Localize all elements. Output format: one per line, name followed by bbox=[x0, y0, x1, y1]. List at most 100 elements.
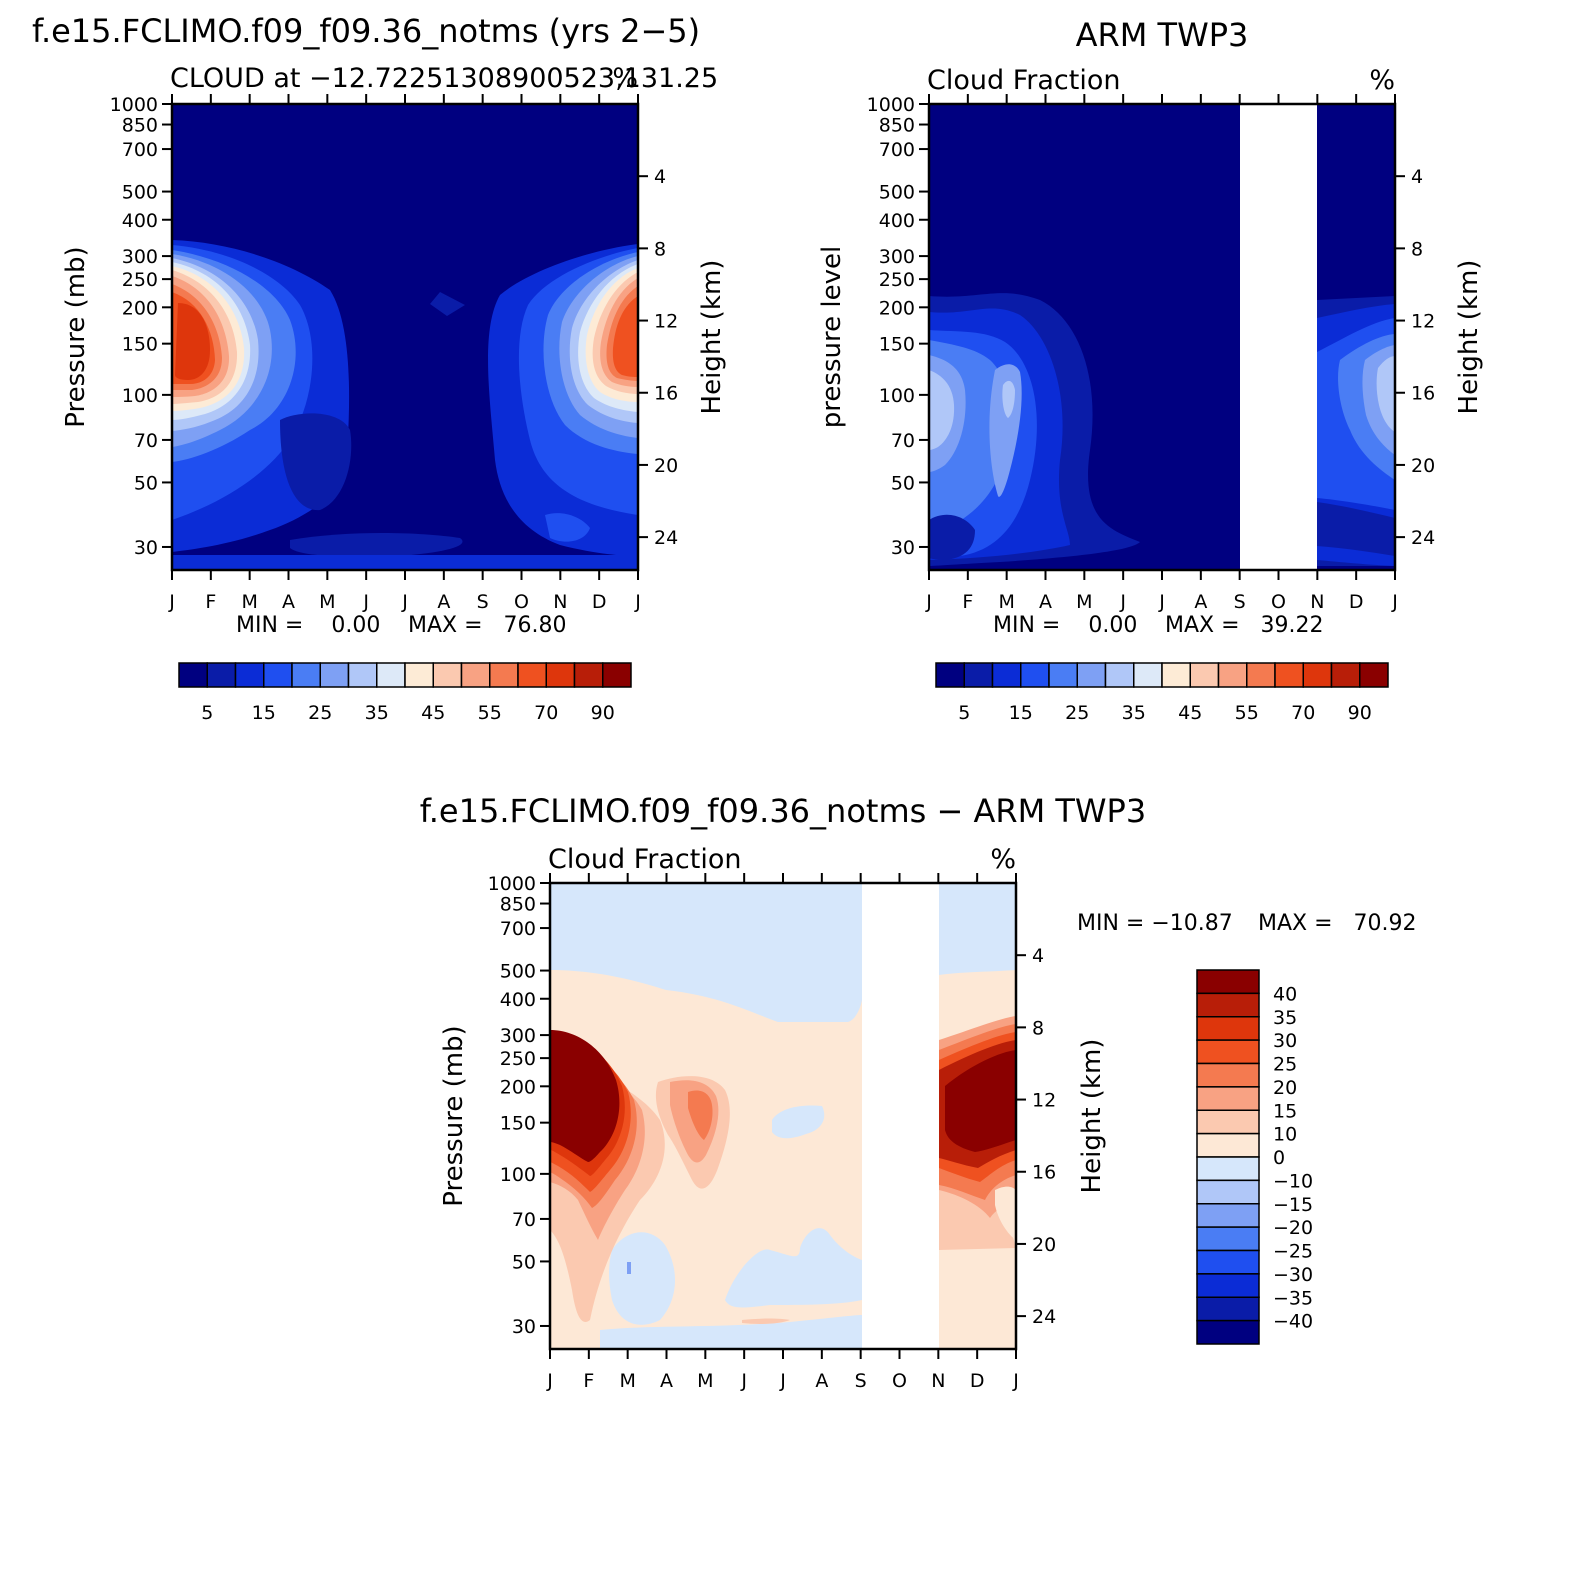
panel-model-ylabel-right: Height (km) bbox=[697, 260, 727, 415]
x-tick-label: F bbox=[205, 591, 216, 613]
colorbar-swatch bbox=[1196, 1156, 1260, 1182]
panel-obs-max: MAX = 39.22 bbox=[1165, 613, 1324, 638]
y-tick-label: 250 bbox=[122, 269, 158, 291]
y-tick-label: 700 bbox=[879, 139, 915, 161]
y-tick-label: 150 bbox=[879, 334, 915, 356]
x-tick-label: A bbox=[815, 1370, 828, 1392]
colorbar-swatch bbox=[573, 662, 604, 688]
colorbar-swatch bbox=[1076, 662, 1107, 688]
x-tick-label: J bbox=[1158, 591, 1165, 613]
colorbar-label: 70 bbox=[534, 702, 558, 724]
colorbar-label: −10 bbox=[1273, 1170, 1313, 1192]
colorbar-swatch bbox=[1196, 1179, 1260, 1205]
y-tick-label: 850 bbox=[500, 894, 536, 916]
height-tick-label: 4 bbox=[654, 166, 666, 188]
panel-obs-ylabel: pressure level bbox=[817, 246, 847, 428]
x-tick-label: A bbox=[437, 591, 450, 613]
colorbar-swatch bbox=[263, 662, 293, 688]
colorbar-label: −20 bbox=[1273, 1217, 1313, 1239]
x-tick-label: F bbox=[583, 1370, 594, 1392]
panel-obs-colorbar: 5 15 25 35 45 55 70 90 bbox=[935, 662, 1389, 724]
x-tick-label: N bbox=[553, 591, 567, 613]
x-tick-label: A bbox=[1039, 591, 1052, 613]
y-tick-label: 300 bbox=[122, 246, 158, 268]
colorbar-swatch bbox=[517, 662, 547, 688]
colorbar-swatch bbox=[432, 662, 463, 688]
y-tick-label: 50 bbox=[512, 1251, 536, 1273]
panel-model-ylabel: Pressure (mb) bbox=[61, 246, 91, 427]
y-tick-label: 1000 bbox=[488, 873, 536, 895]
colorbar-swatch bbox=[935, 662, 965, 688]
x-tick-label: M bbox=[998, 591, 1014, 613]
y-tick-label: 250 bbox=[879, 269, 915, 291]
x-tick-label: O bbox=[514, 591, 529, 613]
x-tick-label: A bbox=[660, 1370, 673, 1392]
y-tick-label: 50 bbox=[891, 472, 915, 494]
height-tick-label: 4 bbox=[1411, 166, 1423, 188]
y-tick-label: 500 bbox=[879, 182, 915, 204]
y-tick-label: 30 bbox=[134, 537, 158, 559]
colorbar-label: −40 bbox=[1273, 1311, 1313, 1333]
y-tick-label: 200 bbox=[879, 297, 915, 319]
x-tick-label: D bbox=[1349, 591, 1364, 613]
colorbar-swatch bbox=[234, 662, 265, 688]
colorbar-label: −35 bbox=[1273, 1287, 1313, 1309]
x-tick-label: J bbox=[779, 1370, 786, 1392]
colorbar-label: 90 bbox=[591, 702, 615, 724]
height-tick-label: 12 bbox=[1411, 311, 1435, 333]
panel-model-title: CLOUD at −12.72251308900523,131.25 bbox=[170, 63, 718, 94]
colorbar-swatch bbox=[1196, 1319, 1260, 1345]
left-figure-title: f.e15.FCLIMO.f09_f09.36_notms (yrs 2−5) bbox=[32, 12, 700, 50]
panel-model-colorbar: 5 15 25 35 45 55 70 90 bbox=[178, 662, 632, 724]
y-tick-label: 850 bbox=[122, 115, 158, 137]
colorbar-label: 10 bbox=[1273, 1124, 1297, 1146]
panel-diff-max: MAX = 70.92 bbox=[1258, 911, 1417, 936]
colorbar-label: 25 bbox=[308, 702, 332, 724]
panel-diff-units: % bbox=[990, 844, 1016, 875]
x-tick-label: M bbox=[619, 1370, 635, 1392]
colorbar-swatch bbox=[1104, 662, 1135, 688]
colorbar-label: 35 bbox=[1122, 702, 1146, 724]
x-tick-label: M bbox=[241, 591, 257, 613]
colorbar-label: 5 bbox=[958, 702, 970, 724]
x-tick-label: J bbox=[401, 591, 408, 613]
y-tick-label: 30 bbox=[512, 1316, 536, 1338]
x-tick-label: D bbox=[970, 1370, 985, 1392]
y-tick-label: 100 bbox=[500, 1164, 536, 1186]
colorbar-swatch bbox=[963, 662, 994, 688]
height-tick-label: 8 bbox=[1032, 1017, 1044, 1039]
y-tick-label: 850 bbox=[879, 115, 915, 137]
colorbar-swatch bbox=[291, 662, 321, 688]
panel-diff-field bbox=[550, 883, 1016, 1349]
y-tick-label: 400 bbox=[879, 210, 915, 232]
x-tick-label: J bbox=[925, 591, 932, 613]
colorbar-label: 25 bbox=[1065, 702, 1089, 724]
panel-model-units: % bbox=[612, 63, 638, 94]
x-tick-label: M bbox=[319, 591, 335, 613]
x-tick-label: N bbox=[1310, 591, 1324, 613]
colorbar-swatch bbox=[1196, 1226, 1260, 1252]
panel-diff-title: Cloud Fraction bbox=[548, 844, 741, 875]
colorbar-swatch bbox=[1161, 662, 1191, 688]
panel-model-min: MIN = 0.00 bbox=[236, 613, 380, 638]
height-tick-label: 4 bbox=[1032, 945, 1044, 967]
colorbar-label: 30 bbox=[1273, 1030, 1297, 1052]
colorbar-swatch bbox=[1020, 662, 1050, 688]
colorbar-swatch bbox=[489, 662, 519, 688]
panel-diff-ylabel-right: Height (km) bbox=[1077, 1039, 1107, 1194]
panel-obs-min: MIN = 0.00 bbox=[993, 613, 1137, 638]
colorbar-label: 70 bbox=[1291, 702, 1315, 724]
x-tick-label: S bbox=[1234, 591, 1246, 613]
colorbar-swatch bbox=[1196, 1062, 1260, 1088]
x-tick-label: O bbox=[892, 1370, 907, 1392]
colorbar-label: −25 bbox=[1273, 1241, 1313, 1263]
colorbar-swatch bbox=[1196, 1203, 1260, 1228]
x-tick-label: D bbox=[592, 591, 607, 613]
x-tick-label: A bbox=[282, 591, 295, 613]
colorbar-swatch bbox=[1133, 662, 1163, 688]
colorbar-swatch bbox=[1196, 1016, 1260, 1041]
height-tick-label: 20 bbox=[654, 455, 678, 477]
height-tick-label: 24 bbox=[1411, 527, 1435, 549]
